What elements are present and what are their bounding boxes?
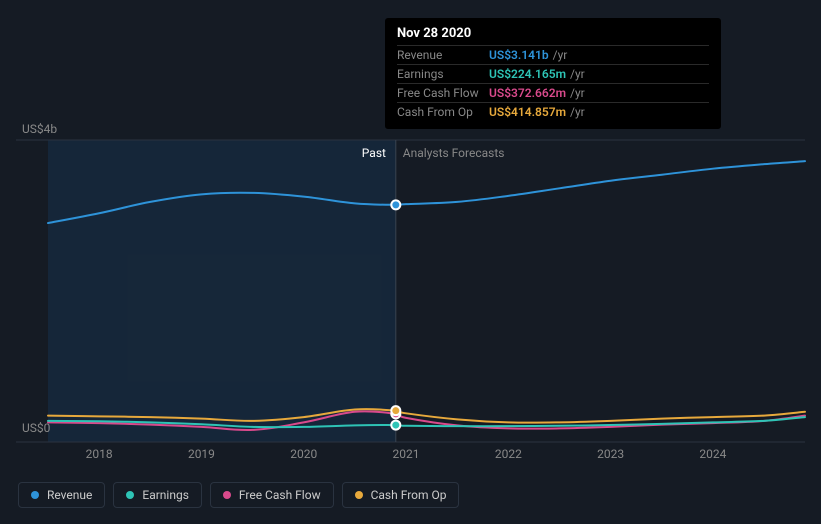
tooltip-date: Nov 28 2020	[397, 26, 709, 45]
x-tick-label: 2024	[699, 447, 726, 461]
chart-tooltip: Nov 28 2020 RevenueUS$3.141b/yrEarningsU…	[385, 18, 721, 129]
tooltip-row: Cash From OpUS$414.857m/yr	[397, 102, 709, 121]
tooltip-row-label: Free Cash Flow	[397, 86, 489, 100]
tooltip-row-label: Earnings	[397, 67, 489, 81]
y-tick-label: US$0	[22, 421, 50, 435]
legend-item-label: Cash From Op	[371, 488, 447, 502]
tooltip-row-label: Cash From Op	[397, 105, 489, 119]
x-tick-label: 2021	[393, 447, 420, 461]
y-tick-label: US$4b	[22, 122, 57, 136]
tooltip-row-unit: /yr	[570, 67, 585, 81]
x-tick-label: 2023	[597, 447, 624, 461]
x-tick-label: 2020	[290, 447, 317, 461]
tooltip-row: EarningsUS$224.165m/yr	[397, 64, 709, 83]
past-label: Past	[362, 146, 386, 160]
tooltip-row-value: US$3.141b	[489, 48, 549, 62]
legend-item[interactable]: Revenue	[18, 482, 105, 508]
tooltip-row: Free Cash FlowUS$372.662m/yr	[397, 83, 709, 102]
x-tick-label: 2022	[495, 447, 522, 461]
tooltip-row-label: Revenue	[397, 48, 489, 62]
x-tick-label: 2018	[86, 447, 113, 461]
tooltip-row-value: US$224.165m	[489, 67, 566, 81]
legend-item[interactable]: Earnings	[113, 482, 202, 508]
legend-item-label: Earnings	[142, 488, 189, 502]
tooltip-row-unit: /yr	[570, 86, 585, 100]
forecast-label: Analysts Forecasts	[403, 146, 505, 160]
tooltip-row-value: US$372.662m	[489, 86, 566, 100]
legend-dot-icon	[126, 491, 134, 499]
legend-item-label: Revenue	[47, 488, 92, 502]
legend-dot-icon	[31, 491, 39, 499]
legend-dot-icon	[355, 491, 363, 499]
legend-dot-icon	[223, 491, 231, 499]
tooltip-row-unit: /yr	[570, 105, 585, 119]
legend-item-label: Free Cash Flow	[239, 488, 321, 502]
x-tick-label: 2019	[188, 447, 215, 461]
tooltip-row-value: US$414.857m	[489, 105, 566, 119]
legend-item[interactable]: Free Cash Flow	[210, 482, 334, 508]
legend: Revenue Earnings Free Cash Flow Cash From O…	[18, 482, 459, 508]
tooltip-row: RevenueUS$3.141b/yr	[397, 45, 709, 64]
tooltip-row-unit: /yr	[553, 48, 568, 62]
legend-item[interactable]: Cash From Op	[342, 482, 460, 508]
